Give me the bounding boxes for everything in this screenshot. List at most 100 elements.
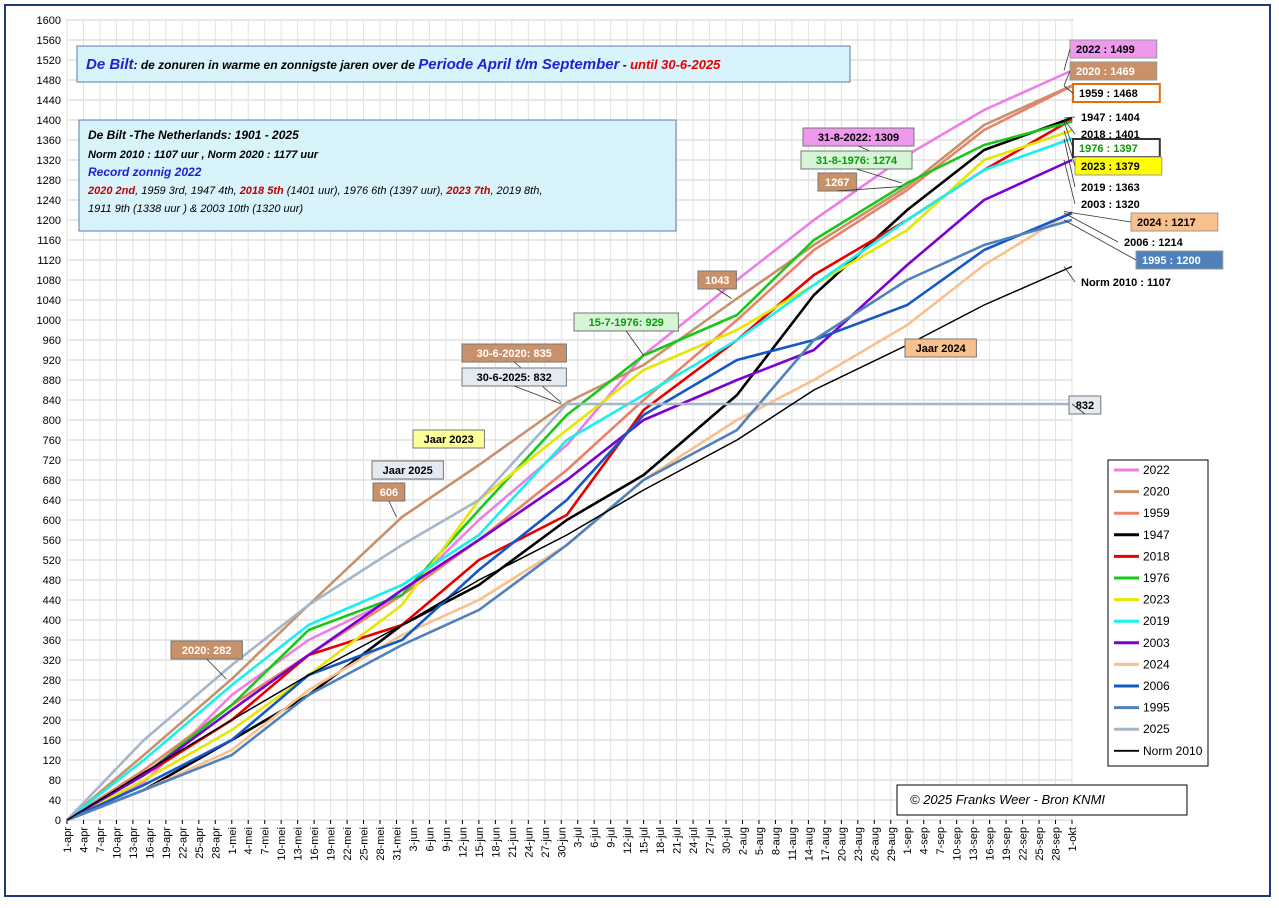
series-line-2019 (66, 137, 1073, 822)
x-tick-label: 4-mei (243, 827, 255, 855)
x-tick-label: 6-jul (589, 827, 601, 848)
x-tick-label: 13-mei (293, 827, 305, 861)
svg-text:2020: 282: 2020: 282 (182, 645, 232, 657)
end-label: 2019 : 1363 (1063, 138, 1140, 194)
x-tick-label: 10-sep (952, 827, 964, 861)
legend-label: 2003 (1143, 636, 1170, 650)
y-tick-label: 280 (43, 675, 61, 687)
legend-item: 1995 (1114, 701, 1170, 715)
series-line-2006 (66, 211, 1073, 822)
y-tick-label: 680 (43, 475, 61, 487)
svg-text:2006 : 1214: 2006 : 1214 (1124, 237, 1184, 249)
legend-label: 2018 (1143, 549, 1170, 563)
svg-text:1043: 1043 (705, 275, 729, 287)
callout-label: 832 (1068, 395, 1102, 415)
x-tick-label: 23-aug (853, 827, 865, 861)
callouts: 31-8-2022: 1309 31-8-1976: 1274 1267 1043 15… (170, 127, 1102, 680)
end-label: 1947 : 1404 (1063, 112, 1141, 124)
x-tick-label: 1-okt (1067, 827, 1079, 851)
legend-label: Norm 2010 (1143, 744, 1203, 758)
info-line2: Norm 2010 : 1107 uur , Norm 2020 : 1177 … (88, 149, 319, 161)
legend-item: 2006 (1114, 679, 1170, 693)
legend-item: 2018 (1114, 549, 1170, 563)
svg-text:Jaar 2023: Jaar 2023 (424, 434, 474, 446)
x-tick-label: 4-apr (78, 827, 90, 853)
callout-label: 30-6-2020: 835 (461, 343, 567, 403)
y-tick-label: 640 (43, 495, 61, 507)
y-tick-label: 560 (43, 535, 61, 547)
x-tick-label: 3-jun (408, 827, 420, 851)
svg-text:1995 : 1200: 1995 : 1200 (1142, 255, 1201, 267)
x-tick-label: 22-mei (342, 827, 354, 861)
end-label: 2024 : 1217 (1063, 211, 1219, 232)
y-tick-label: 1040 (37, 295, 61, 307)
legend-label: 2006 (1143, 679, 1170, 693)
y-axis: 0 40 80 120 160 200 240 280 320 360 400 440 480 520 56… (37, 15, 61, 827)
y-tick-label: 120 (43, 755, 61, 767)
y-tick-label: 480 (43, 575, 61, 587)
x-tick-label: 28-mei (375, 827, 387, 861)
x-tick-label: 7-sep (935, 827, 947, 855)
x-tick-label: 13-apr (128, 827, 140, 859)
y-tick-label: 960 (43, 335, 61, 347)
x-tick-label: 22-sep (1018, 827, 1030, 861)
x-tick-label: 1-apr (62, 827, 74, 853)
y-tick-label: 1560 (37, 35, 61, 47)
end-label: 2020 : 1469 (1063, 61, 1158, 86)
y-tick-label: 1480 (37, 75, 61, 87)
svg-text:30-6-2025: 832: 30-6-2025: 832 (477, 372, 552, 384)
y-tick-label: 600 (43, 515, 61, 527)
end-label: 2006 : 1214 (1063, 212, 1184, 249)
y-tick-label: 240 (43, 695, 61, 707)
legend-item: 2022 (1114, 463, 1170, 477)
y-tick-label: 1320 (37, 155, 61, 167)
legend-label: 2024 (1143, 657, 1170, 671)
legend-label: 2022 (1143, 463, 1170, 477)
svg-text:2019 : 1363: 2019 : 1363 (1081, 182, 1140, 194)
x-tick-label: 24-jul (688, 827, 700, 854)
svg-text:Jaar 2024: Jaar 2024 (916, 343, 967, 355)
chart-frame (4, 4, 1271, 897)
x-tick-label: 10-mei (276, 827, 288, 861)
x-tick-label: 25-sep (1034, 827, 1046, 861)
series-line-2025 (66, 402, 1072, 821)
svg-text:1947 : 1404: 1947 : 1404 (1081, 112, 1141, 124)
legend-label: 1947 (1143, 528, 1170, 542)
x-tick-label: 28-sep (1051, 827, 1063, 861)
y-tick-label: 1360 (37, 135, 61, 147)
copyright-box: © 2025 Franks Weer - Bron KNMI (896, 784, 1188, 816)
legend-item: Norm 2010 (1114, 744, 1203, 758)
svg-text:1959 : 1468: 1959 : 1468 (1079, 88, 1138, 100)
svg-text:606: 606 (380, 487, 398, 499)
svg-text:1976 : 1397: 1976 : 1397 (1079, 143, 1138, 155)
svg-text:Jaar 2025: Jaar 2025 (383, 465, 433, 477)
svg-text:31-8-1976: 1274: 31-8-1976: 1274 (816, 155, 898, 167)
svg-text:2023 : 1379: 2023 : 1379 (1081, 161, 1140, 173)
x-tick-label: 10-apr (111, 827, 123, 859)
y-tick-label: 200 (43, 715, 61, 727)
x-tick-label: 21-jul (672, 827, 684, 854)
info-box: De Bilt -The Netherlands: 1901 - 2025 No… (78, 119, 677, 232)
legend-item: 1959 (1114, 506, 1170, 520)
legend-label: 1959 (1143, 506, 1170, 520)
legend-label: 2025 (1143, 722, 1170, 736)
x-tick-label: 25-mei (359, 827, 371, 861)
x-tick-label: 17-aug (820, 827, 832, 861)
x-tick-label: 16-mei (309, 827, 321, 861)
legend-item: 1976 (1114, 571, 1170, 585)
x-tick-label: 19-apr (161, 827, 173, 859)
x-tick-label: 2-aug (737, 827, 749, 855)
svg-text:2022 : 1499: 2022 : 1499 (1076, 44, 1135, 56)
x-tick-label: 29-aug (886, 827, 898, 861)
y-tick-label: 1240 (37, 195, 61, 207)
legend-label: 2019 (1143, 614, 1170, 628)
legend-label: 2023 (1143, 593, 1170, 607)
y-tick-label: 1080 (37, 275, 61, 287)
x-tick-label: 11-aug (787, 827, 799, 860)
x-tick-label: 9-jul (606, 827, 618, 848)
x-tick-label: 7-mei (260, 827, 272, 855)
series-line-2020 (66, 84, 1073, 821)
legend-label: 1995 (1143, 701, 1170, 715)
callout-label: 31-8-2022: 1309 (802, 127, 915, 166)
y-tick-label: 400 (43, 615, 61, 627)
